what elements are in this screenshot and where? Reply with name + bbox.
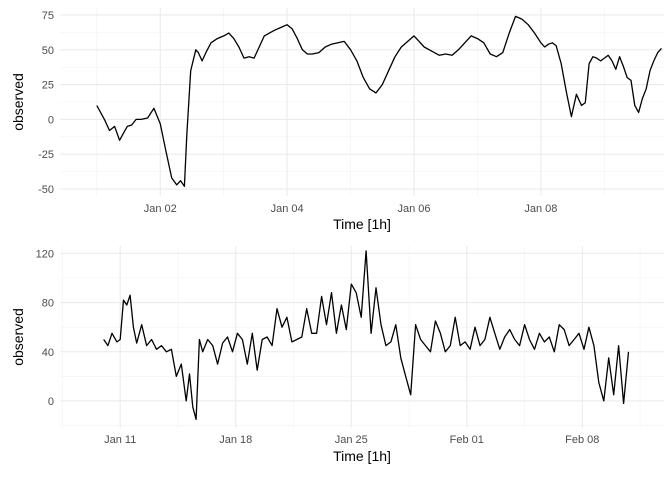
panel-2-series-line [103, 250, 630, 421]
panel-1-x-tick-label: Jan 06 [398, 203, 431, 215]
panel-1-y-axis-title: observed [10, 73, 26, 131]
panel-2-x-tick-label: Feb 01 [450, 434, 484, 446]
panel-1-y-tick-label: -25 [38, 149, 54, 161]
panel-2-x-axis-title: Time [1h] [333, 448, 391, 464]
panel-2-x-tick-label: Jan 25 [335, 434, 368, 446]
panel-2-x-tick-label: Jan 18 [219, 434, 252, 446]
panel-1-y-tick-label: 25 [42, 80, 54, 92]
panel-2-x-tick-label: Feb 08 [565, 434, 599, 446]
panel-2-y-tick-label: 80 [42, 298, 54, 310]
panel-2-y-tick-label: 120 [36, 248, 54, 260]
panel-1-y-tick-label: 50 [42, 45, 54, 57]
panel-1-y-tick-label: 0 [48, 114, 54, 126]
panel-2-y-tick-label: 0 [48, 396, 54, 408]
panel-1-y-tick-label: 75 [42, 10, 54, 22]
panel-1-x-tick-label: Jan 08 [524, 203, 557, 215]
panel-2-x-tick-label: Jan 11 [104, 434, 136, 446]
panel-1-series-line [96, 15, 662, 187]
panel-1-x-axis-title: Time [1h] [333, 216, 391, 232]
panel-1-x-tick-label: Jan 04 [271, 203, 304, 215]
panel-2-y-axis-title: observed [10, 308, 26, 366]
panel-1-x-tick-label: Jan 02 [144, 203, 177, 215]
panel-1-y-tick-label: -50 [38, 184, 54, 196]
panel-2-y-tick-label: 40 [42, 347, 54, 359]
